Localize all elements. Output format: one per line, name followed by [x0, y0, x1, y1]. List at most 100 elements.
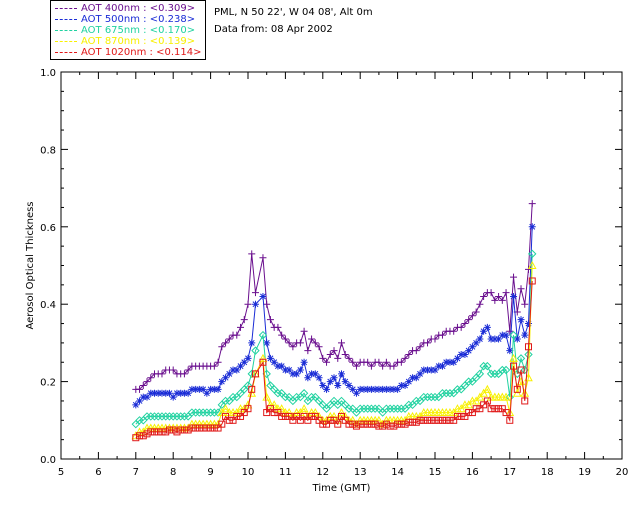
legend-label: AOT 675nm : <0.170> [81, 25, 196, 36]
data-point [506, 416, 514, 424]
data-point [213, 419, 223, 428]
x-tick-label: 19 [578, 467, 591, 478]
data-point [296, 339, 304, 347]
data-point [420, 416, 428, 424]
data-point [498, 365, 507, 375]
data-point [483, 361, 492, 371]
data-point [278, 331, 286, 339]
data-point [495, 292, 503, 300]
data-point [304, 416, 312, 424]
data-point [472, 339, 480, 347]
data-point [311, 370, 319, 378]
data-point [247, 388, 257, 397]
x-tick-label: 14 [391, 467, 404, 478]
data-point [345, 381, 353, 389]
data-point [427, 366, 435, 374]
data-point [446, 416, 454, 424]
data-point [450, 416, 458, 424]
data-point [143, 378, 151, 386]
data-point [293, 370, 301, 378]
data-point [233, 412, 241, 420]
data-point [359, 404, 369, 413]
x-tick-label: 6 [95, 467, 101, 478]
data-point [464, 377, 473, 386]
data-point [210, 424, 218, 432]
y-tick-label: 0.4 [40, 300, 56, 311]
data-point [285, 339, 293, 347]
data-point [371, 420, 379, 428]
x-tick-label: 20 [616, 467, 629, 478]
data-point [349, 385, 357, 393]
data-point [486, 369, 496, 379]
data-point [244, 405, 252, 413]
data-point [158, 389, 166, 397]
data-point [304, 374, 312, 382]
data-point [274, 409, 282, 417]
data-point [300, 412, 308, 420]
data-point [244, 354, 252, 362]
data-point [334, 420, 342, 428]
data-point [323, 420, 331, 428]
data-point [498, 405, 506, 413]
data-point [356, 385, 364, 393]
data-point [498, 296, 506, 304]
x-tick-label: 18 [541, 467, 554, 478]
data-point [512, 388, 522, 397]
data-point [528, 277, 536, 285]
data-point [468, 409, 476, 417]
data-point [341, 378, 349, 386]
data-point [450, 327, 458, 335]
x-tick-label: 5 [58, 467, 64, 478]
data-point [338, 370, 345, 378]
data-point [424, 339, 432, 347]
data-point [214, 424, 222, 432]
data-point [528, 223, 536, 231]
data-point [277, 404, 286, 413]
data-point [405, 351, 413, 359]
data-point [319, 354, 327, 362]
data-point [326, 351, 334, 359]
data-point [281, 366, 289, 374]
data-point [323, 385, 331, 393]
data-point [521, 331, 529, 339]
data-point [480, 292, 488, 300]
data-point [438, 362, 446, 370]
data-point [135, 416, 144, 425]
data-point [400, 415, 410, 424]
data-point [240, 409, 248, 417]
data-point [139, 381, 147, 389]
legend-item-675nm: AOT 675nm : <0.170> [55, 25, 195, 36]
data-point [281, 335, 289, 343]
data-point [390, 385, 398, 393]
data-point [341, 416, 349, 424]
data-point [510, 273, 518, 281]
data-point [405, 418, 413, 426]
data-point [218, 420, 226, 428]
data-point [147, 428, 155, 436]
data-point [382, 385, 390, 393]
data-point [203, 424, 211, 432]
data-point [382, 404, 391, 413]
data-point [308, 412, 316, 420]
data-point [457, 412, 465, 420]
data-point [524, 350, 533, 359]
data-point [248, 339, 256, 347]
data-point [296, 366, 304, 374]
data-point [501, 392, 511, 401]
data-point [352, 419, 361, 428]
data-point [229, 366, 237, 374]
data-point [207, 385, 215, 393]
data-point [218, 378, 226, 386]
data-point [237, 412, 245, 420]
data-point [367, 385, 375, 393]
data-point [187, 408, 197, 417]
data-point [338, 412, 345, 420]
data-point [293, 412, 301, 420]
data-point [319, 381, 327, 389]
data-point [172, 412, 182, 421]
data-point [435, 416, 443, 424]
x-tick-label: 15 [429, 467, 442, 478]
data-point [296, 416, 304, 424]
data-point [364, 420, 372, 428]
data-point [239, 404, 249, 413]
